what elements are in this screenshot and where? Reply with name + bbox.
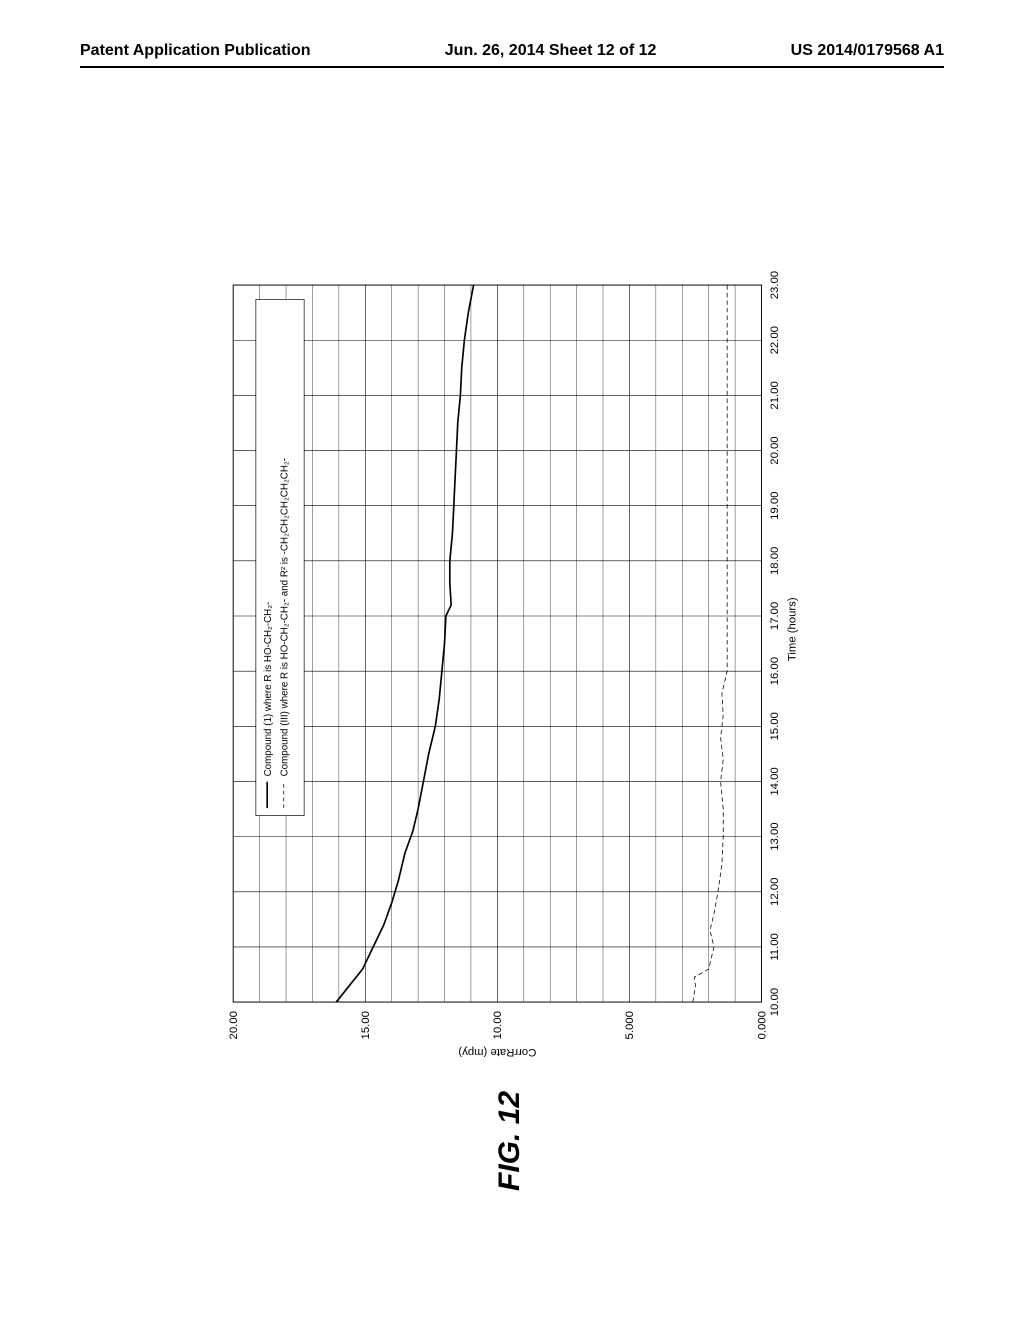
svg-text:22.00: 22.00 [769,326,781,354]
figure-container: 10.00 11.00 12.00 13.00 14.00 15.00 16.00 17.00… [120,140,920,1200]
header-center: Jun. 26, 2014 Sheet 12 of 12 [445,42,657,60]
svg-text:13.00: 13.00 [769,822,781,850]
svg-text:10.00: 10.00 [492,1011,504,1039]
line-chart: 10.00 11.00 12.00 13.00 14.00 15.00 16.00 17.00… [0,270,1024,1070]
series-compound-1 [336,285,473,1002]
svg-text:20.00: 20.00 [769,436,781,464]
svg-text:14.00: 14.00 [769,767,781,795]
svg-text:19.00: 19.00 [769,492,781,520]
svg-text:Time (hours): Time (hours) [786,597,798,661]
svg-text:15.00: 15.00 [360,1011,372,1039]
svg-text:Compound (III) where R is HO-C: Compound (III) where R is HO-CH₂-CH₂- an… [280,458,291,776]
svg-text:CorrRate (mpy): CorrRate (mpy) [458,1046,536,1058]
svg-text:16.00: 16.00 [769,657,781,685]
series-compound-3 [693,285,727,1002]
header-divider [80,66,944,68]
svg-text:17.00: 17.00 [769,602,781,630]
header-left: Patent Application Publication [80,42,311,60]
svg-text:21.00: 21.00 [769,381,781,409]
svg-text:23.00: 23.00 [769,271,781,299]
figure-label: FIG. 12 [493,1091,527,1191]
header-right: US 2014/0179568 A1 [791,42,944,60]
svg-text:12.00: 12.00 [769,878,781,906]
svg-text:5.000: 5.000 [624,1011,636,1039]
svg-text:0.000: 0.000 [756,1011,768,1039]
svg-text:20.00: 20.00 [228,1011,240,1039]
page-header: Patent Application Publication Jun. 26, … [0,42,1024,68]
svg-text:15.00: 15.00 [769,712,781,740]
svg-text:Compound (1) where R is HO-CH₂: Compound (1) where R is HO-CH₂-CH₂- [263,602,274,777]
svg-text:18.00: 18.00 [769,547,781,575]
svg-text:10.00: 10.00 [769,988,781,1016]
svg-text:11.00: 11.00 [769,933,781,960]
